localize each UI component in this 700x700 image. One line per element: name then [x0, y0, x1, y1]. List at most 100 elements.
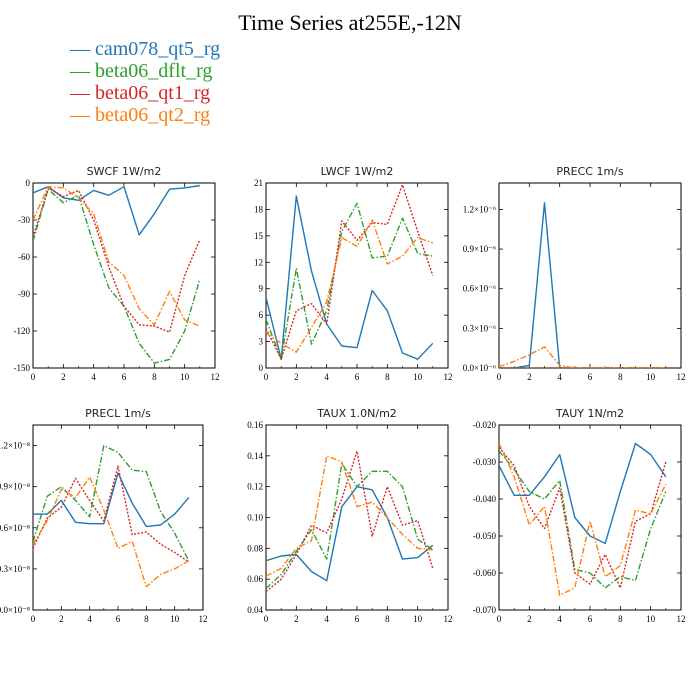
y-tick-label: 0.10 [247, 513, 263, 523]
y-tick-label: 6 [259, 310, 264, 320]
legend-swatch: — [70, 104, 95, 126]
y-tick-label: 0.0×10⁻⁸ [0, 605, 30, 615]
x-tick-label: 4 [87, 614, 92, 624]
panel-title: SWCF 1W/m2 [87, 165, 162, 178]
x-tick-label: 10 [646, 614, 656, 624]
x-tick-label: 6 [588, 614, 593, 624]
series-line-beta06_qt1_rg [266, 450, 434, 593]
legend: — cam078_qt5_rg — beta06_dflt_rg — beta0… [70, 38, 220, 126]
series-line-beta06_dflt_rg [499, 450, 667, 589]
x-tick-label: 2 [527, 372, 532, 382]
legend-entry-qt1: — beta06_qt1_rg [70, 82, 220, 104]
x-tick-label: 12 [211, 372, 220, 382]
x-tick-label: 2 [294, 614, 299, 624]
panel-title: PRECC 1m/s [556, 165, 624, 178]
y-tick-label: 0.9×10⁻⁶ [463, 244, 496, 254]
panel-title: TAUY 1N/m2 [555, 407, 624, 420]
x-tick-label: 6 [355, 372, 360, 382]
legend-label: beta06_dflt_rg [95, 60, 213, 82]
x-tick-label: 0 [31, 614, 36, 624]
x-tick-label: 12 [677, 372, 686, 382]
y-tick-label: 18 [254, 204, 264, 214]
y-tick-label: 1.2×10⁻⁸ [0, 441, 30, 451]
y-tick-label: -0.040 [473, 494, 497, 504]
legend-swatch: — [70, 82, 95, 104]
y-tick-label: 1.2×10⁻⁶ [463, 204, 496, 214]
y-tick-label: 0.6×10⁻⁶ [463, 284, 496, 294]
x-tick-label: 4 [324, 372, 329, 382]
y-tick-label: 0.04 [247, 605, 263, 615]
legend-swatch: — [70, 60, 95, 82]
x-tick-label: 10 [170, 614, 180, 624]
chart-panel-6: TAUY 1N/m2 0 2 4 6 8 10 12 -0.070 -0.060 -0.050 -0.… [473, 407, 686, 624]
series-line-cam078_qt5_rg [499, 202, 666, 368]
series-line-beta06_qt2_rg [499, 443, 667, 596]
y-tick-label: -90 [18, 289, 30, 299]
x-tick-label: 8 [618, 614, 623, 624]
series-line-cam078_qt5_rg [266, 486, 434, 582]
panel-title: LWCF 1W/m2 [321, 165, 394, 178]
plot-frame [265, 182, 449, 369]
y-tick-label: 0.0×10⁻⁶ [463, 363, 496, 373]
x-tick-label: 0 [264, 614, 269, 624]
x-tick-label: 0 [497, 614, 502, 624]
series-line-beta06_qt1_rg [33, 465, 190, 563]
chart-panel-4: PRECL 1m/s 0 2 4 6 8 10 12 0.0×10⁻⁸ 0.3×10⁻⁸ 0.6×1… [0, 407, 208, 624]
legend-entry-dflt: — beta06_dflt_rg [70, 60, 220, 82]
legend-label: cam078_qt5_rg [95, 38, 221, 60]
x-tick-label: 6 [122, 372, 127, 382]
y-tick-label: -60 [18, 252, 30, 262]
chart-panel-2: LWCF 1W/m2 0 2 4 6 8 10 12 0 3 6 9 12 15 18 21 [254, 165, 453, 382]
y-tick-label: 0 [259, 363, 264, 373]
series-line-beta06_dflt_rg [33, 444, 190, 562]
series-line-cam078_qt5_rg [33, 472, 190, 528]
plot-frame [32, 424, 204, 611]
series-line-cam078_qt5_rg [499, 442, 667, 545]
legend-entry-cam078: — cam078_qt5_rg [70, 38, 220, 60]
y-tick-label: -150 [14, 363, 31, 373]
figure-title: Time Series at255E,-12N [238, 10, 462, 35]
series-line-beta06_qt1_rg [266, 184, 434, 360]
x-tick-label: 12 [444, 614, 453, 624]
chart-panel-5: TAUX 1.0N/m2 0 2 4 6 8 10 12 0.04 0.06 0.08 0.10 0.1… [247, 407, 452, 624]
y-tick-label: 0 [26, 178, 31, 188]
series-line-beta06_qt2_rg [33, 185, 201, 327]
x-tick-label: 6 [355, 614, 360, 624]
chart-panel-3: PRECC 1m/s 0 2 4 6 8 10 12 0.0×10⁻⁶ 0.3×10⁻⁶ 0.6×1… [463, 165, 686, 382]
chart-panel-1: SWCF 1W/m2 0 2 4 6 8 10 12 -150 -120 -90 -60 -30 0 [14, 165, 220, 382]
x-tick-label: 0 [264, 372, 269, 382]
y-tick-label: 0.06 [247, 574, 263, 584]
x-tick-label: 12 [444, 372, 453, 382]
y-tick-label: 0.08 [247, 543, 263, 553]
x-tick-label: 8 [618, 372, 623, 382]
x-tick-label: 12 [677, 614, 686, 624]
x-tick-label: 8 [385, 372, 390, 382]
x-tick-label: 0 [497, 372, 502, 382]
y-tick-label: 0.6×10⁻⁸ [0, 523, 30, 533]
y-tick-label: 12 [254, 257, 263, 267]
y-tick-label: 0.9×10⁻⁸ [0, 482, 30, 492]
x-tick-label: 10 [413, 614, 423, 624]
x-tick-label: 8 [385, 614, 390, 624]
x-tick-label: 8 [144, 614, 149, 624]
y-tick-label: 0.16 [247, 420, 263, 430]
series-line-cam078_qt5_rg [266, 195, 434, 360]
y-tick-label: -0.020 [473, 420, 497, 430]
y-tick-label: 9 [259, 284, 264, 294]
y-tick-label: 0.3×10⁻⁸ [0, 564, 30, 574]
panel-title: TAUX 1.0N/m2 [316, 407, 397, 420]
series-line-beta06_qt2_rg [266, 455, 433, 577]
plot-frame [498, 182, 682, 369]
y-tick-label: 21 [254, 178, 263, 188]
y-tick-label: 0.12 [247, 482, 263, 492]
legend-label: beta06_qt1_rg [95, 82, 211, 104]
y-tick-label: -0.060 [473, 568, 497, 578]
x-tick-label: 4 [91, 372, 96, 382]
x-tick-label: 2 [527, 614, 532, 624]
series-line-beta06_dflt_rg [266, 202, 433, 360]
y-tick-label: 15 [254, 231, 264, 241]
x-tick-label: 10 [180, 372, 190, 382]
legend-swatch: — [70, 38, 95, 60]
